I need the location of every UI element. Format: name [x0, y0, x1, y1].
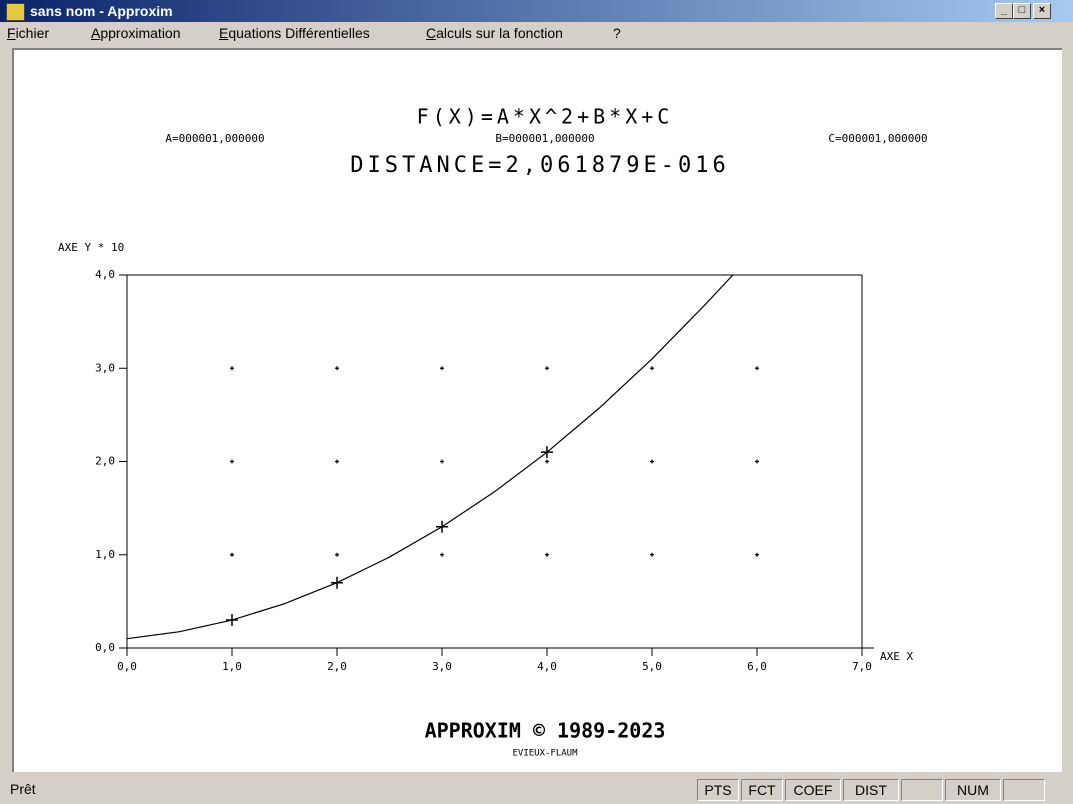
grid-dot: [440, 366, 444, 371]
x-tick-label: 5,0: [642, 660, 662, 673]
grid-dot: [545, 552, 549, 557]
menu-bar: Fichier Approximation Equations Différen…: [0, 22, 1073, 44]
status-panel: COEF: [785, 779, 841, 801]
copyright: APPROXIM © 1989-2023: [425, 719, 666, 743]
x-tick-label: 7,0: [852, 660, 872, 673]
x-tick-label: 3,0: [432, 660, 452, 673]
grid-dot: [335, 366, 339, 371]
grid-dot: [755, 552, 759, 557]
x-tick-label: 6,0: [747, 660, 767, 673]
coefficient: B=000001,000000: [495, 132, 594, 145]
minimize-button[interactable]: _: [995, 3, 1013, 19]
data-point: [541, 446, 553, 459]
status-bar: Prêt PTS FCT COEF DIST NUM: [0, 776, 1073, 804]
grid-dot: [230, 366, 234, 371]
menu-item[interactable]: Calculs sur la fonction: [426, 25, 563, 41]
grid-dot: [650, 552, 654, 557]
author: EVIEUX-FLAUM: [512, 749, 578, 759]
data-point: [226, 614, 238, 627]
status-panel: PTS: [697, 779, 739, 801]
grid-dot: [545, 459, 549, 464]
close-button[interactable]: ×: [1033, 3, 1051, 19]
y-tick-label: 3,0: [95, 361, 115, 374]
status-panel: FCT: [741, 779, 783, 801]
x-axis-label: AXE X: [880, 650, 913, 663]
grid-dot: [230, 552, 234, 557]
grid-dot: [440, 459, 444, 464]
y-axis-label: AXE Y * 10: [58, 241, 124, 254]
grid-dot: [230, 459, 234, 464]
status-panel: [1003, 779, 1045, 801]
client-area: [12, 48, 1062, 772]
x-tick-label: 0,0: [117, 660, 137, 673]
status-text: Prêt: [10, 781, 36, 797]
window-title: sans nom - Approxim: [30, 3, 173, 19]
chart: F(X)=A*X^2+B*X+C A=000001,000000 B=00000…: [58, 105, 928, 759]
fit-curve: [126, 274, 734, 640]
status-panel: NUM: [945, 779, 1001, 801]
x-tick-label: 4,0: [537, 660, 557, 673]
title-bar: sans nom - Approxim _ □ ×: [0, 0, 1073, 22]
y-tick-label: 0,0: [95, 641, 115, 654]
data-point: [436, 520, 448, 533]
y-tick-label: 2,0: [95, 455, 115, 468]
grid-dot: [755, 366, 759, 371]
app-icon: [6, 3, 25, 21]
menu-item[interactable]: Equations Différentielles: [219, 25, 370, 41]
distance: DISTANCE=2,061879E-016: [350, 153, 729, 178]
chart-title: F(X)=A*X^2+B*X+C: [417, 105, 674, 129]
menu-item[interactable]: ?: [613, 25, 621, 41]
coefficient: C=000001,000000: [828, 132, 927, 145]
coefficient: A=000001,000000: [165, 132, 264, 145]
grid-dot: [650, 366, 654, 371]
status-panel: [901, 779, 943, 801]
y-tick-label: 4,0: [95, 268, 115, 281]
maximize-button[interactable]: □: [1013, 3, 1031, 19]
menu-item[interactable]: Fichier: [7, 25, 50, 41]
grid-dot: [755, 459, 759, 464]
status-panel: DIST: [843, 779, 899, 801]
grid-dot: [335, 552, 339, 557]
grid-dot: [335, 459, 339, 464]
grid-dot: [650, 459, 654, 464]
y-tick-label: 1,0: [95, 548, 115, 561]
x-tick-label: 1,0: [222, 660, 242, 673]
menu-item[interactable]: Approximation: [91, 25, 181, 41]
grid-dot: [545, 366, 549, 371]
data-point: [331, 576, 343, 589]
x-tick-label: 2,0: [327, 660, 347, 673]
grid-dot: [440, 552, 444, 557]
